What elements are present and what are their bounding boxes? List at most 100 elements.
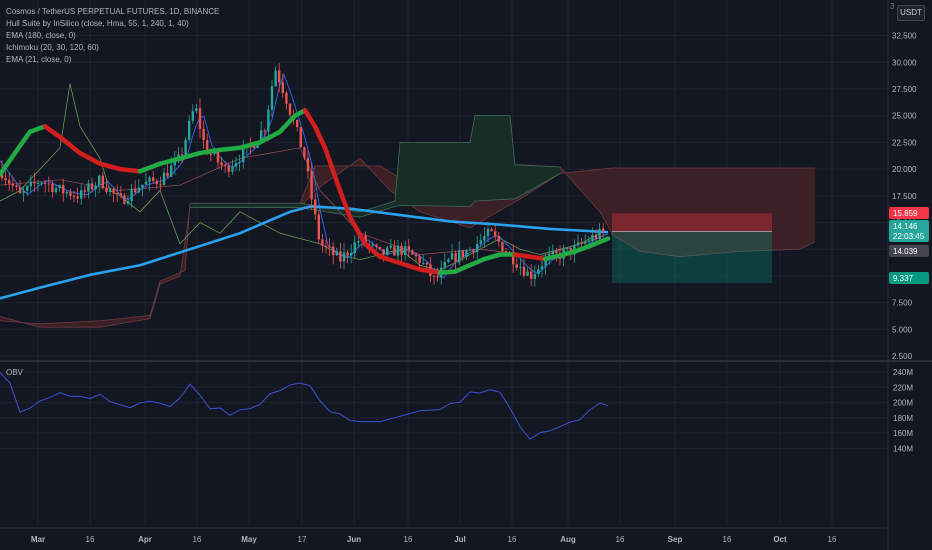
hull-segment bbox=[12, 129, 33, 156]
candle-body bbox=[522, 266, 526, 276]
candle-body bbox=[576, 242, 580, 246]
candle-body bbox=[76, 196, 79, 199]
hull-segment bbox=[377, 254, 403, 266]
candle-body bbox=[332, 246, 335, 256]
hull-segment bbox=[527, 254, 548, 262]
candle-body bbox=[101, 175, 104, 189]
candle-body bbox=[242, 148, 245, 163]
y-tick-label: 17.500 bbox=[892, 192, 917, 201]
candle-body bbox=[303, 147, 306, 158]
candle-body bbox=[216, 152, 220, 163]
candle-body bbox=[137, 187, 140, 193]
candle-body bbox=[4, 178, 7, 181]
candle-body bbox=[386, 247, 389, 255]
candle-body bbox=[468, 249, 472, 251]
candle-body bbox=[382, 249, 385, 255]
candle-body bbox=[90, 183, 94, 190]
candle-body bbox=[530, 271, 533, 279]
candle-body bbox=[98, 175, 101, 186]
candle-body bbox=[512, 252, 515, 265]
candle-body bbox=[317, 214, 320, 240]
hull-segment bbox=[197, 147, 223, 156]
ema-badge bbox=[889, 245, 929, 257]
candle-body bbox=[425, 262, 428, 265]
candle-body bbox=[353, 242, 356, 253]
hull-segment bbox=[347, 214, 368, 247]
candle-body bbox=[324, 245, 328, 247]
legend-ema180[interactable]: EMA (180, close, 0) bbox=[6, 31, 76, 40]
candle-body bbox=[310, 171, 313, 200]
x-tick-label: Aug bbox=[560, 535, 576, 544]
candle-body bbox=[350, 252, 353, 256]
candle-body bbox=[515, 264, 518, 268]
candle-body bbox=[173, 159, 176, 166]
candle-body bbox=[497, 235, 500, 243]
candle-body bbox=[278, 70, 281, 83]
x-tick-label: 16 bbox=[828, 535, 837, 544]
candle-body bbox=[105, 188, 108, 193]
x-tick-label: 16 bbox=[616, 535, 625, 544]
candle-body bbox=[62, 185, 65, 194]
x-tick-label: 16 bbox=[508, 535, 517, 544]
candle-body bbox=[116, 193, 119, 195]
candle-body bbox=[80, 190, 83, 199]
candle-body bbox=[44, 182, 47, 184]
candle-body bbox=[87, 183, 90, 192]
legend-ema21[interactable]: EMA (21, close, 0) bbox=[6, 55, 72, 64]
candle-body bbox=[29, 181, 32, 187]
hull-segment bbox=[322, 145, 343, 193]
candle-body bbox=[447, 259, 450, 263]
target-zone bbox=[612, 231, 772, 283]
hull-segment bbox=[572, 243, 593, 254]
candle-body bbox=[458, 250, 461, 263]
candle-body bbox=[526, 271, 529, 276]
long-position-tool[interactable] bbox=[612, 213, 772, 283]
candle-body bbox=[15, 185, 18, 187]
x-tick-label: 17 bbox=[298, 535, 307, 544]
candle-body bbox=[108, 188, 112, 193]
candle-body bbox=[206, 140, 209, 154]
candle-body bbox=[231, 166, 234, 172]
last-price-badge-text: 14.146 bbox=[893, 222, 918, 231]
candle-body bbox=[252, 145, 256, 148]
stop-badge bbox=[889, 207, 929, 219]
y-tick-label: 7.500 bbox=[892, 299, 913, 308]
scale-top-label: 3 bbox=[890, 2, 895, 11]
candle-body bbox=[202, 128, 205, 141]
x-tick-label: Oct bbox=[773, 535, 787, 544]
candle-body bbox=[393, 245, 396, 256]
kumo-bull bbox=[190, 115, 560, 218]
candle-body bbox=[8, 180, 11, 184]
candle-body bbox=[533, 273, 536, 279]
candle-body bbox=[598, 228, 601, 240]
target-badge-text: 9.337 bbox=[893, 274, 914, 283]
candle-body bbox=[368, 243, 371, 245]
x-tick-label: 16 bbox=[193, 535, 202, 544]
candle-body bbox=[443, 262, 446, 268]
legend-symbol[interactable]: Cosmos / TetherUS PERPETUAL FUTURES, 1D,… bbox=[6, 7, 220, 16]
candle-body bbox=[22, 190, 25, 194]
legend-hull[interactable]: Hull Suite by InSilico (close, Hma, 55, … bbox=[6, 19, 189, 28]
candle-body bbox=[566, 247, 569, 250]
candle-body bbox=[378, 246, 382, 250]
candle-body bbox=[263, 130, 266, 132]
hull-segment bbox=[512, 252, 533, 259]
hull-segment bbox=[467, 256, 488, 268]
candle-body bbox=[69, 192, 72, 197]
legend-ichimoku[interactable]: Ichimoku (20, 30, 120, 60) bbox=[6, 43, 99, 52]
candle-body bbox=[224, 165, 227, 167]
candle-body bbox=[414, 254, 418, 257]
hull-segment bbox=[177, 150, 203, 161]
candle-body bbox=[51, 183, 54, 193]
x-tick-label: 16 bbox=[723, 535, 732, 544]
candle-body bbox=[465, 250, 468, 257]
candle-body bbox=[375, 244, 378, 247]
candle-body bbox=[364, 235, 367, 244]
candle-body bbox=[11, 183, 14, 186]
indicator-legend: Cosmos / TetherUS PERPETUAL FUTURES, 1D,… bbox=[6, 6, 219, 66]
candle-body bbox=[220, 162, 223, 166]
candle-body bbox=[119, 193, 122, 196]
currency-button[interactable]: USDT bbox=[897, 5, 925, 21]
